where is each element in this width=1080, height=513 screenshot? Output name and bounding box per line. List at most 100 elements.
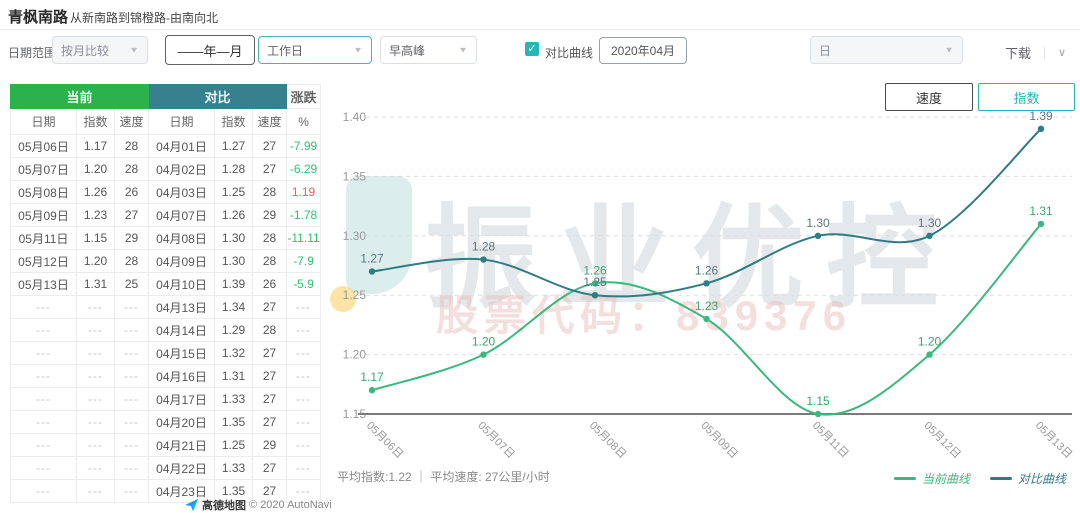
- table-cell: 26: [252, 272, 288, 296]
- table-cell: 1.34: [214, 295, 254, 319]
- table-cell: 28: [252, 249, 288, 273]
- svg-text:05月08日: 05月08日: [587, 420, 628, 461]
- svg-text:1.15: 1.15: [806, 394, 830, 408]
- granularity-select[interactable]: 日 ▼: [810, 36, 963, 64]
- table-cell: 29: [113, 226, 150, 250]
- table-row: --- --- --- 04月14日 1.29 28 ---: [10, 318, 322, 342]
- table-cell: 1.32: [214, 341, 254, 365]
- compare-mode-select[interactable]: 按月比较 ▼: [52, 36, 148, 64]
- table-cell: 28: [252, 180, 288, 204]
- table-cell: ---: [113, 295, 150, 319]
- table-cell: ---: [10, 410, 77, 434]
- table-row: --- --- --- 04月23日 1.35 27 ---: [10, 479, 322, 503]
- day-type-select[interactable]: 工作日 ▼: [258, 36, 372, 64]
- group-header-compare: 对比: [148, 84, 288, 109]
- table-cell: 04月15日: [148, 341, 216, 365]
- table-cell: 05月13日: [10, 272, 77, 296]
- svg-text:1.15: 1.15: [343, 407, 367, 421]
- table-cell: 28: [252, 318, 288, 342]
- table-row: --- --- --- 04月21日 1.25 29 ---: [10, 433, 322, 457]
- table-cell: 04月08日: [148, 226, 216, 250]
- table-cell: 05月11日: [10, 226, 77, 250]
- compare-curve-checkbox[interactable]: ✓: [525, 42, 539, 56]
- legend-item-compare[interactable]: 对比曲线: [989, 470, 1066, 487]
- col-speed: 速度: [252, 108, 288, 135]
- svg-text:1.40: 1.40: [343, 110, 367, 124]
- download-button[interactable]: 下载 ｜ ∨: [1005, 43, 1066, 62]
- table-cell: 1.30: [214, 226, 254, 250]
- table-cell: 27: [252, 479, 288, 503]
- table-cell: ---: [286, 387, 322, 411]
- peak-select[interactable]: 早高峰 ▼: [380, 36, 477, 64]
- table-cell: 04月23日: [148, 479, 216, 503]
- table-cell: 1.29: [214, 318, 254, 342]
- table-cell: 25: [113, 272, 150, 296]
- table-cell: 1.35: [214, 410, 254, 434]
- table-row: 05月13日 1.31 25 04月10日 1.39 26 -5.9: [10, 272, 322, 296]
- svg-text:1.35: 1.35: [343, 169, 367, 183]
- table-row: 05月08日 1.26 26 04月03日 1.25 28 1.19: [10, 180, 322, 204]
- table-cell: ---: [113, 341, 150, 365]
- table-cell: 05月12日: [10, 249, 77, 273]
- compare-month-input[interactable]: [599, 37, 687, 64]
- speed-toggle-button[interactable]: 速度: [885, 83, 973, 111]
- table-cell: 1.31: [76, 272, 115, 296]
- table-cell: 1.26: [76, 180, 115, 204]
- table-cell: 1.30: [214, 249, 254, 273]
- legend-item-current[interactable]: 当前曲线: [893, 470, 970, 487]
- table-cell: 27: [252, 387, 288, 411]
- watermark-text: 振业优控: [424, 196, 960, 321]
- table-cell: 04月10日: [148, 272, 216, 296]
- index-toggle-button[interactable]: 指数: [978, 83, 1075, 111]
- table-cell: 27: [252, 364, 288, 388]
- svg-text:05月12日: 05月12日: [921, 420, 962, 461]
- table-cell: ---: [113, 364, 150, 388]
- table-cell: ---: [76, 410, 115, 434]
- table-cell: 04月14日: [148, 318, 216, 342]
- table-cell: 04月20日: [148, 410, 216, 434]
- table-cell: ---: [76, 387, 115, 411]
- table-cell: ---: [286, 364, 322, 388]
- granularity-value: 日: [819, 43, 832, 58]
- col-speed: 速度: [113, 108, 150, 135]
- table-cell: 1.15: [76, 226, 115, 250]
- table-cell: ---: [10, 479, 77, 503]
- table-cell: 29: [252, 433, 288, 457]
- chevron-down-icon: ▼: [944, 45, 954, 55]
- svg-text:05月13日: 05月13日: [1033, 420, 1074, 461]
- page-subtitle: 从新南路到锦橙路-由南向北: [70, 11, 218, 25]
- table-cell: 05月09日: [10, 203, 77, 227]
- table-cell: 1.17: [76, 134, 115, 158]
- svg-text:1.30: 1.30: [918, 216, 942, 230]
- table-cell: -1.78: [286, 203, 322, 227]
- table-cell: 27: [113, 203, 150, 227]
- table-cell: 1.31: [214, 364, 254, 388]
- table-cell: 27: [252, 295, 288, 319]
- watermark-logo-dot: [330, 286, 356, 312]
- table-cell: ---: [10, 456, 77, 480]
- page-header: 青枫南路 从新南路到锦橙路-由南向北: [0, 0, 1080, 30]
- table-cell: 05月07日: [10, 157, 77, 181]
- table-cell: ---: [286, 456, 322, 480]
- svg-text:1.31: 1.31: [1029, 204, 1053, 218]
- table-cell: 04月07日: [148, 203, 216, 227]
- table-cell: 04月21日: [148, 433, 216, 457]
- table-cell: 04月03日: [148, 180, 216, 204]
- filter-toolbar: 日期范围 按月比较 ▼ ——年—月 工作日 ▼ 早高峰 ▼ ✓ 对比曲线 日 ▼…: [0, 31, 1080, 71]
- table-cell: 27: [252, 456, 288, 480]
- period-button[interactable]: ——年—月: [165, 35, 255, 65]
- table-cell: 26: [113, 180, 150, 204]
- compare-curve-label: 对比曲线: [545, 46, 594, 60]
- table-cell: 1.20: [76, 249, 115, 273]
- table-cell: ---: [10, 387, 77, 411]
- table-cell: 1.28: [214, 157, 254, 181]
- table-row: 05月07日 1.20 28 04月02日 1.28 27 -6.29: [10, 157, 322, 181]
- table-cell: 05月06日: [10, 134, 77, 158]
- table-cell: 27: [252, 157, 288, 181]
- svg-text:1.25: 1.25: [583, 275, 607, 289]
- table-row: --- --- --- 04月17日 1.33 27 ---: [10, 387, 322, 411]
- table-cell: ---: [10, 318, 77, 342]
- table-row: --- --- --- 04月22日 1.33 27 ---: [10, 456, 322, 480]
- svg-text:05月09日: 05月09日: [698, 420, 739, 461]
- svg-text:1.26: 1.26: [583, 263, 607, 277]
